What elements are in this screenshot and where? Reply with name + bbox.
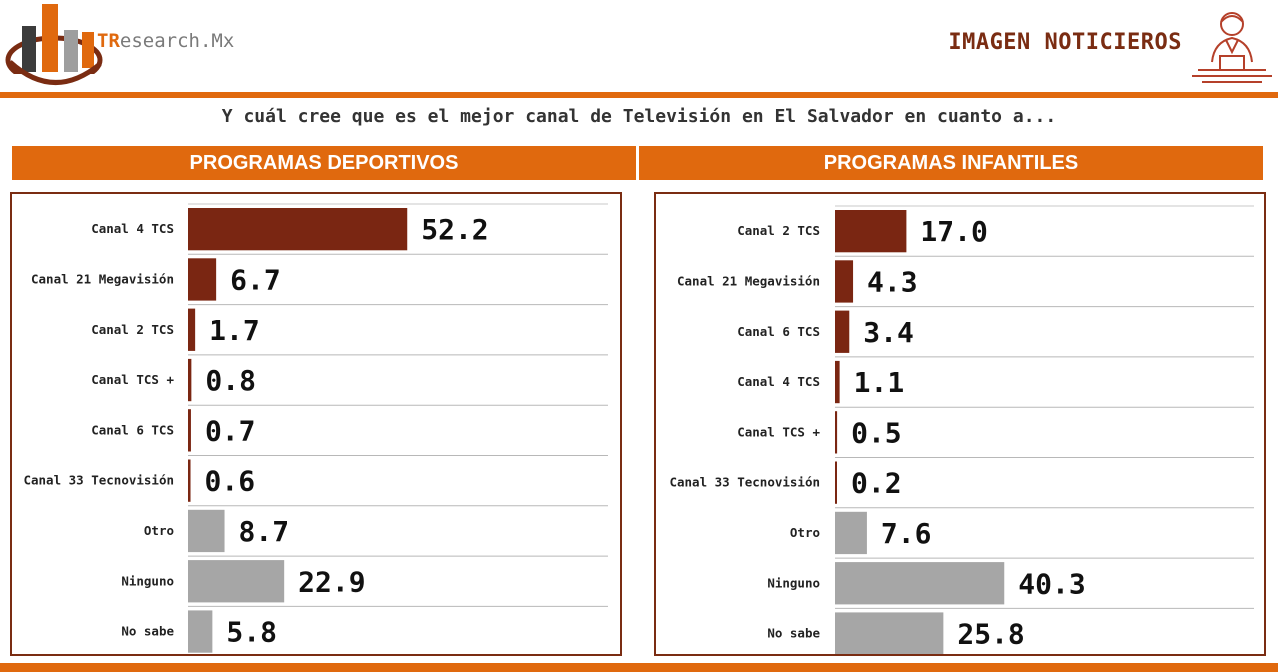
panel-title-deportivos: PROGRAMAS DEPORTIVOS <box>12 146 636 180</box>
category-label: Canal 2 TCS <box>737 223 820 238</box>
bar-chart-deportivos: Canal 4 TCS 52.2 Canal 21 Megavisión 6.7 Can… <box>23 203 608 653</box>
bar <box>835 260 854 303</box>
data-label: 0.6 <box>205 465 256 498</box>
data-label: 1.7 <box>209 314 260 347</box>
news-anchor-icon <box>1192 12 1272 83</box>
data-label: 40.3 <box>1018 567 1085 600</box>
logo-text: TResearch.Mx <box>97 30 235 52</box>
category-label: Canal 2 TCS <box>91 322 174 337</box>
data-label: 0.8 <box>205 364 256 397</box>
category-label: Canal 4 TCS <box>737 374 820 389</box>
data-label: 0.2 <box>851 467 902 500</box>
header-divider <box>0 92 1278 98</box>
category-label: Canal 21 Megavisión <box>31 271 174 286</box>
data-label: 4.3 <box>867 265 918 298</box>
bar <box>188 560 285 603</box>
bar <box>835 562 1005 605</box>
chart-panel-infantiles: Canal 2 TCS 17.0 Canal 21 Megavisión 4.3 Can… <box>654 192 1266 656</box>
header: TResearch.Mx IMAGEN NOTICIEROS <box>0 0 1278 92</box>
bar <box>835 360 840 404</box>
category-label: Canal 33 Tecnovisión <box>23 473 174 488</box>
data-label: 22.9 <box>298 565 365 598</box>
category-label: Canal 6 TCS <box>91 422 174 437</box>
survey-question: Y cuál cree que es el mejor canal de Tel… <box>221 106 1057 127</box>
bar <box>188 358 192 402</box>
category-label: Canal TCS + <box>91 372 174 387</box>
bar <box>835 310 850 353</box>
bar <box>188 459 191 502</box>
data-label: 25.8 <box>957 618 1024 651</box>
data-label: 52.2 <box>421 213 488 246</box>
bar <box>188 610 213 653</box>
data-label: 0.5 <box>851 416 902 449</box>
bar <box>188 409 191 452</box>
data-label: 17.0 <box>920 215 987 248</box>
data-label: 6.7 <box>230 263 281 296</box>
category-label: No sabe <box>767 626 820 641</box>
bar <box>835 461 837 504</box>
category-label: Otro <box>144 523 174 538</box>
bar <box>835 612 944 654</box>
category-label: Otro <box>790 525 820 540</box>
chart-panel-deportivos: Canal 4 TCS 52.2 Canal 21 Megavisión 6.7 Can… <box>10 192 622 656</box>
bar <box>188 308 196 351</box>
data-label: 7.6 <box>881 517 932 550</box>
bar <box>835 511 867 555</box>
category-label: Canal TCS + <box>737 424 820 439</box>
category-label: Ninguno <box>121 573 174 588</box>
category-label: Canal 21 Megavisión <box>677 273 820 288</box>
bar-chart-infantiles: Canal 2 TCS 17.0 Canal 21 Megavisión 4.3 Can… <box>669 205 1254 654</box>
bar <box>188 208 408 251</box>
footer-divider <box>0 663 1278 672</box>
data-label: 8.7 <box>239 515 290 548</box>
category-label: Canal 4 TCS <box>91 221 174 236</box>
data-label: 1.1 <box>854 366 905 399</box>
page-title: IMAGEN NOTICIEROS <box>948 30 1182 55</box>
category-label: Canal 6 TCS <box>737 324 820 339</box>
data-label: 5.8 <box>226 616 277 649</box>
category-label: Ninguno <box>767 575 820 590</box>
bar <box>835 210 907 253</box>
data-label: 3.4 <box>863 316 914 349</box>
panel-title-infantiles: PROGRAMAS INFANTILES <box>639 146 1263 180</box>
bar <box>188 509 225 553</box>
category-label: Canal 33 Tecnovisión <box>669 475 820 490</box>
category-label: No sabe <box>121 624 174 639</box>
data-label: 0.7 <box>205 414 256 447</box>
bar <box>188 258 217 301</box>
trresearch-logo-icon <box>4 4 104 88</box>
bar <box>835 411 838 454</box>
